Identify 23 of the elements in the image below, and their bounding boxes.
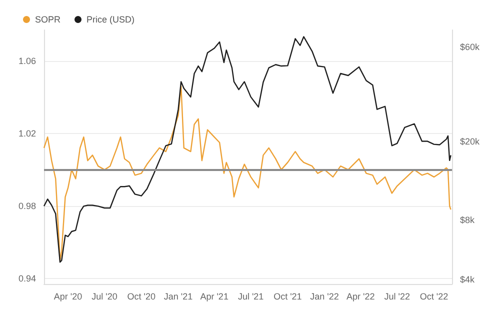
x-tick-label: Jul '20: [92, 292, 118, 302]
x-tick-label: Jan '22: [310, 292, 339, 302]
x-tick-label: Oct '21: [274, 292, 302, 302]
legend-label: SOPR: [35, 14, 62, 24]
x-tick-label: Jul '22: [384, 292, 410, 302]
y-tick-label: 0.94: [18, 274, 36, 284]
x-tick-label: Jan '21: [164, 292, 193, 302]
line-series: [43, 86, 452, 262]
x-tick-label: Jul '21: [238, 292, 264, 302]
x-tick-label: Apr '22: [346, 292, 375, 302]
x-tick-label: Oct '20: [127, 292, 156, 302]
line-series: [43, 36, 452, 263]
x-tick-label: Oct '22: [420, 292, 448, 302]
y2-tick-label: $8k: [460, 215, 476, 226]
legend-label: Price (USD): [86, 14, 135, 24]
x-tick-label: Apr '21: [200, 292, 228, 302]
x-tick-label: Apr '20: [54, 292, 82, 302]
y-tick-label: 1.06: [18, 56, 36, 66]
y2-tick-label: $4k: [460, 274, 476, 285]
y-tick-label: 1.02: [18, 128, 36, 138]
y2-tick-label: $20k: [460, 136, 480, 146]
y-tick-label: 0.98: [18, 200, 36, 211]
y2-tick-label: $60k: [460, 42, 480, 52]
